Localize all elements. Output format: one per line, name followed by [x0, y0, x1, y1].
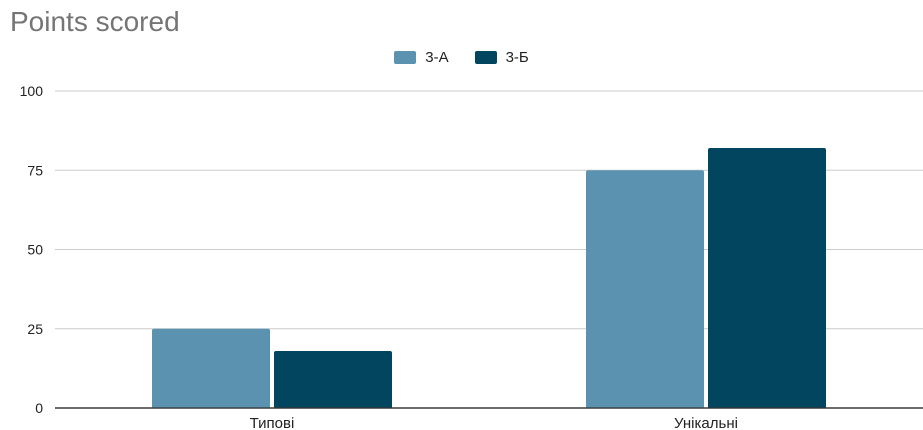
legend-item-series-2[interactable]: 3-Б — [474, 49, 529, 66]
legend: 3-А 3-Б — [0, 49, 923, 66]
legend-label-series-2: 3-Б — [505, 49, 529, 66]
legend-item-series-1[interactable]: 3-А — [394, 49, 449, 66]
y-tick-label: 0 — [35, 400, 43, 416]
chart-title: Points scored — [10, 6, 180, 37]
y-tick-label: 75 — [27, 162, 43, 178]
bar — [586, 170, 704, 408]
x-tick-label: Типові — [250, 415, 295, 430]
y-tick-label: 50 — [27, 242, 43, 258]
y-tick-label: 100 — [20, 83, 44, 99]
x-tick-label: Унікальні — [674, 415, 738, 430]
y-tick-label: 25 — [27, 321, 43, 337]
bar — [708, 148, 826, 408]
bar — [274, 350, 392, 408]
legend-label-series-1: 3-А — [425, 49, 449, 66]
legend-swatch-series-2 — [474, 51, 497, 64]
legend-swatch-series-1 — [394, 51, 417, 64]
bar — [152, 328, 270, 408]
